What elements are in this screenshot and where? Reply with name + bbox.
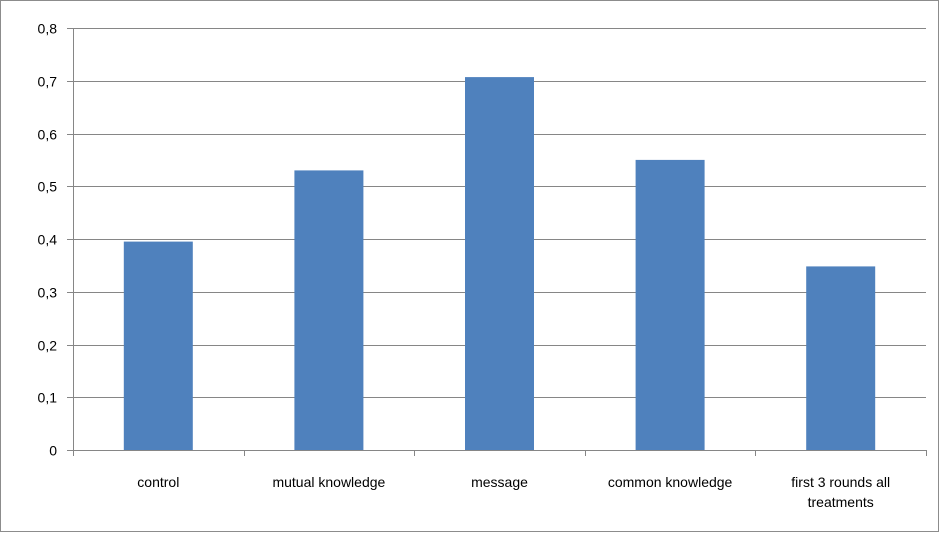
y-tick-label: 0,8 — [38, 21, 58, 37]
y-tick-label: 0,1 — [38, 390, 58, 406]
bar — [123, 241, 193, 450]
x-tick-label: mutual knowledge — [272, 474, 385, 490]
tick-labels: 0 0,1 0,2 0,3 0,4 0,5 0,6 0,7 0,8 control mutual k… — [38, 21, 891, 511]
y-tick-label: 0,2 — [38, 338, 58, 354]
bars — [123, 77, 876, 450]
x-tick-label: common knowledge — [608, 474, 733, 490]
x-tick-label: control — [137, 474, 179, 490]
y-tick-label: 0,3 — [38, 285, 58, 301]
bar — [465, 77, 534, 450]
y-tick-label: 0,4 — [38, 232, 58, 248]
y-tick-label: 0 — [49, 443, 57, 459]
bar — [635, 159, 705, 450]
x-tick-label: first 3 rounds all treatments — [791, 474, 890, 510]
y-tick-label: 0,7 — [38, 74, 58, 90]
x-tick-label: message — [471, 474, 528, 490]
y-tick-label: 0,5 — [38, 179, 58, 195]
bar — [294, 170, 364, 450]
y-tick-label: 0,6 — [38, 127, 58, 143]
axes — [67, 28, 927, 456]
bar — [806, 266, 876, 450]
